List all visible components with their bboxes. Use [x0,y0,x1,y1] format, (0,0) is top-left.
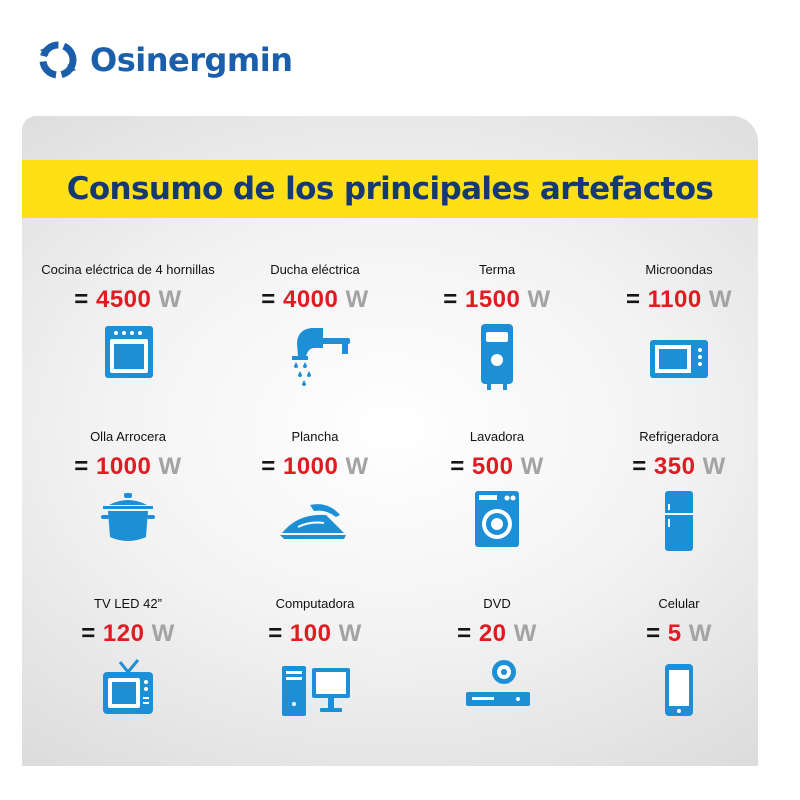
appliance-power: = 5 W [584,620,774,648]
water-heater-icon [481,324,513,390]
washing-machine-icon [475,491,519,547]
power-unit: W [151,620,175,647]
equals-sign: = [457,620,472,647]
appliance-power: = 1000 W [220,453,410,481]
equals-sign: = [74,453,89,480]
appliance-name: Microondas [645,262,713,277]
power-value: 1500 [464,286,521,313]
tv-icon [103,659,153,714]
appliance-name: Olla Arrocera [90,429,166,444]
appliance-card: Cocina eléctrica de 4 hornillas = 4500 W [33,262,223,392]
appliance-name: Lavadora [469,429,525,444]
power-value: 120 [102,620,145,647]
appliance-name: Terma [478,262,516,277]
power-unit: W [158,453,182,480]
appliance-card: Microondas = 1100 W [584,262,774,392]
appliance-power: = 350 W [584,453,774,481]
power-value: 5 [667,620,682,647]
equals-sign: = [646,620,661,647]
appliance-name: DVD [483,596,511,611]
equals-sign: = [632,453,647,480]
content-panel [22,116,758,766]
appliance-card: Celular = 5 W [584,596,774,726]
appliance-card: Plancha = 1000 W [220,429,410,559]
power-unit: W [520,453,544,480]
appliance-power: = 20 W [402,620,592,648]
appliance-name: Plancha [291,429,339,444]
appliance-power: = 4000 W [220,286,410,314]
equals-sign: = [261,286,276,313]
equals-sign: = [74,286,89,313]
power-unit: W [345,286,369,313]
appliance-card: Refrigeradora = 350 W [584,429,774,559]
appliance-name: Ducha eléctrica [270,262,360,277]
power-value: 1000 [95,453,152,480]
power-value: 4500 [95,286,152,313]
equals-sign: = [443,286,458,313]
power-unit: W [338,620,362,647]
appliance-card: Ducha eléctrica = 4000 W [220,262,410,392]
refrigerator-icon [665,491,693,551]
shower-icon [292,328,350,386]
appliance-power: = 100 W [220,620,410,648]
osinergmin-logo-icon [39,41,77,79]
power-unit: W [688,620,712,647]
appliance-card: Computadora = 100 W [220,596,410,726]
appliance-power: = 500 W [402,453,592,481]
appliance-card: Olla Arrocera = 1000 W [33,429,223,559]
appliance-power: = 1000 W [33,453,223,481]
power-unit: W [708,286,733,313]
title-banner: Consumo de los principales artefactos [22,160,758,218]
equals-sign: = [268,620,283,647]
power-value: 1000 [282,453,339,480]
equals-sign: = [81,620,96,647]
equals-sign: = [450,453,465,480]
appliance-power: = 1500 W [402,286,592,314]
appliance-name: Celular [658,596,700,611]
appliance-card: Lavadora = 500 W [402,429,592,559]
appliance-card: TV LED 42” = 120 W [33,596,223,726]
page-title: Consumo de los principales artefactos [66,171,714,207]
power-unit: W [702,453,726,480]
dvd-player-icon [466,660,530,706]
iron-icon [280,504,346,539]
rice-cooker-icon [101,493,155,541]
power-value: 4000 [282,286,339,313]
brand-name: Osinergmin [90,41,293,79]
power-unit: W [345,453,369,480]
appliance-card: Terma = 1500 W [402,262,592,392]
appliance-power: = 4500 W [33,286,223,314]
power-unit: W [158,286,182,313]
appliance-name: Computadora [275,596,355,611]
stove-icon [105,326,153,378]
power-value: 350 [653,453,696,480]
appliance-name: TV LED 42” [94,596,162,611]
microwave-icon [650,340,708,378]
cellphone-icon [665,664,693,716]
computer-icon [282,666,350,716]
brand-logo: Osinergmin [34,36,293,84]
appliance-name: Cocina eléctrica de 4 hornillas [41,262,215,277]
power-value: 100 [289,620,332,647]
appliance-power: = 120 W [33,620,223,648]
appliance-card: DVD = 20 W [402,596,592,726]
appliance-name: Refrigeradora [639,429,719,444]
power-value: 1100 [647,286,702,313]
equals-sign: = [261,453,276,480]
appliance-power: = 1100 W [584,286,774,314]
power-value: 500 [471,453,514,480]
power-unit: W [513,620,537,647]
power-unit: W [527,286,551,313]
equals-sign: = [625,286,641,313]
power-value: 20 [478,620,507,647]
